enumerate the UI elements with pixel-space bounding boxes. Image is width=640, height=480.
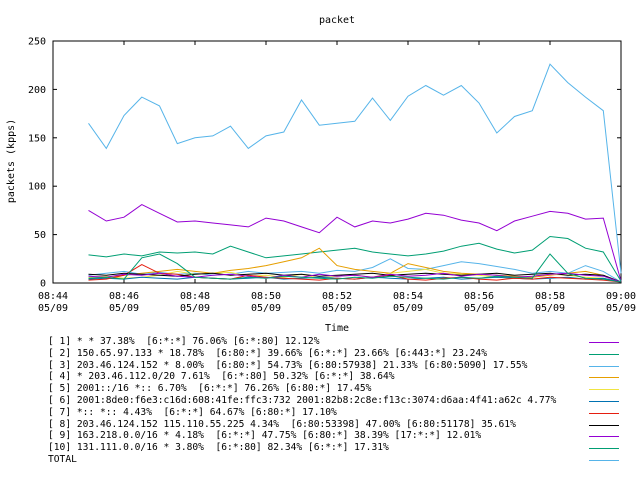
plot-frame [52,40,622,284]
x-tick-time-label: 08:56 [464,291,494,302]
series-line-2 [88,235,622,282]
series-line-1 [88,204,622,282]
x-tick-time-label: 08:46 [109,291,139,302]
x-tick-date-label: 05/09 [180,303,210,314]
series-lines [88,63,622,283]
x-tick-date-label: 05/09 [322,303,352,314]
series-line-4 [88,247,622,283]
x-tick-time-label: 08:50 [251,291,281,302]
x-tick-time-label: 08:48 [180,291,210,302]
y-tick-label: 0 [40,279,46,290]
series-line-11 [88,63,622,274]
x-tick-time-label: 08:44 [38,291,68,302]
y-tick-label: 250 [28,37,46,48]
x-axis: 08:4405/0908:4605/0908:4805/0908:5005/09… [38,41,636,314]
series-line-10 [88,253,622,283]
x-tick-time-label: 08:58 [535,291,565,302]
y-tick-label: 200 [28,85,46,96]
x-tick-date-label: 05/09 [38,303,68,314]
x-tick-date-label: 05/09 [393,303,423,314]
y-axis-label: packets (kpps) [6,119,17,203]
x-tick-time-label: 08:52 [322,291,352,302]
x-tick-time-label: 09:00 [606,291,636,302]
series-line-9 [88,272,622,283]
y-tick-label: 150 [28,133,46,144]
x-tick-date-label: 05/09 [109,303,139,314]
y-tick-label: 100 [28,182,46,193]
series-line-7 [88,264,622,283]
x-tick-date-label: 05/09 [606,303,636,314]
y-tick-label: 50 [34,230,46,241]
x-axis-label: Time [325,323,349,334]
chart-title: packet [319,15,355,26]
y-axis: 0 50 100 150 200 250 [28,37,621,290]
x-tick-date-label: 05/09 [535,303,565,314]
x-tick-date-label: 05/09 [251,303,281,314]
x-tick-time-label: 08:54 [393,291,423,302]
x-tick-date-label: 05/09 [464,303,494,314]
